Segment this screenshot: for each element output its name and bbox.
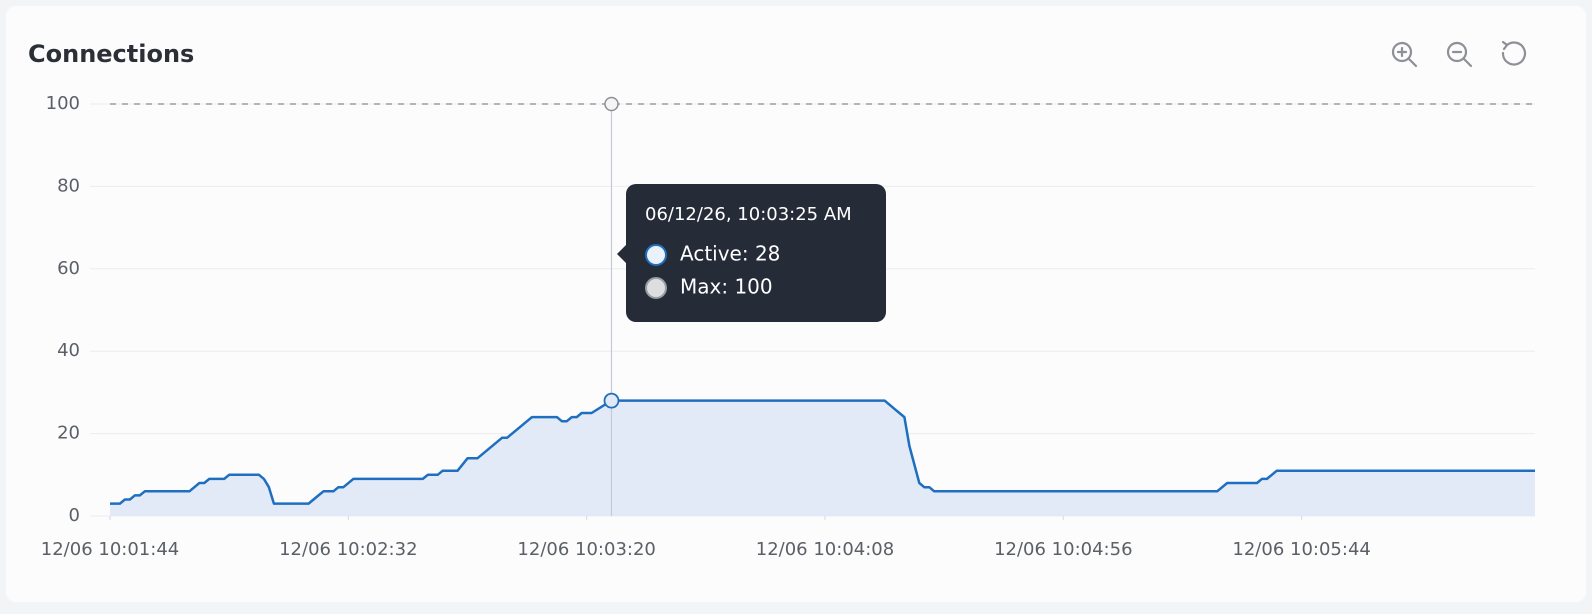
tooltip-title: 06/12/26, 10:03:25 AM [645,204,852,225]
y-tick-label: 80 [57,175,80,196]
hover-point [604,96,619,112]
x-tick-label: 12/06 10:04:56 [994,539,1132,560]
x-tick-label: 12/06 10:02:32 [279,539,417,560]
line [110,399,1535,505]
tooltip-item: Max: 100 [680,275,773,299]
x-tick-label: 12/06 10:03:20 [517,539,655,560]
zoom-out-button[interactable] [1446,41,1473,68]
tooltip-swatch [645,277,667,299]
chart: Connections 0 20 40 60 80 100 12/06 10:01:44 12… [28,40,1535,560]
tooltip-item: Active: 28 [680,242,780,266]
tooltip-swatch [645,244,667,266]
y-tick-label: 20 [57,423,80,444]
chart-title: Connections [28,40,194,68]
tooltip-box [626,184,886,322]
hover-point [603,392,620,409]
chart-card: Connections 0 20 40 60 80 100 12/06 10:01:44 12… [6,6,1586,602]
reset-zoom-button[interactable] [1501,40,1527,66]
y-tick-label: 0 [69,505,80,526]
tooltip: 06/12/26, 10:03:25 AM Active: 28 Max: 100 [617,184,886,322]
x-tick-label: 12/06 10:04:08 [756,539,894,560]
area [110,400,1535,516]
x-tick-label: 12/06 10:05:44 [1232,539,1370,560]
tooltip-arrow [617,245,626,263]
y-tick-label: 100 [46,93,80,114]
x-tick-label: 12/06 10:01:44 [41,539,179,560]
y-tick-label: 60 [57,258,80,279]
zoom-in-button[interactable] [1391,41,1418,68]
y-tick-label: 40 [57,340,80,361]
